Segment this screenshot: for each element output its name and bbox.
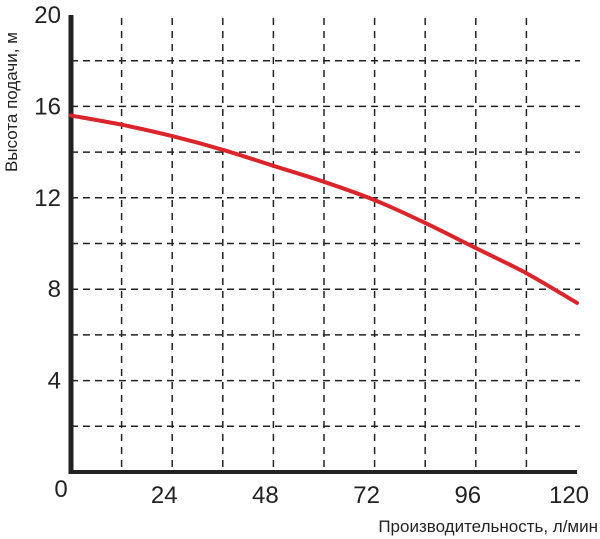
grid [71,18,580,472]
x-axis-label: Производительность, л/мин [378,517,598,536]
y-tick-label: 8 [48,276,61,303]
x-tick-label: 72 [353,482,380,509]
x-tick-label: 0 [54,476,67,503]
y-axis-label: Высота подачи, м [2,32,21,172]
y-tick-label: 16 [34,93,61,120]
x-tick-labels: 0 24 48 72 96 120 [54,476,589,509]
x-tick-label: 120 [549,482,589,509]
x-tick-label: 24 [151,482,178,509]
y-tick-label: 12 [34,185,61,212]
y-tick-label: 4 [48,368,61,395]
y-tick-labels: 4 8 12 16 20 [34,2,61,395]
y-tick-label: 20 [34,2,61,29]
x-tick-label: 96 [454,482,481,509]
series-line [69,113,579,305]
x-tick-label: 48 [252,482,279,509]
